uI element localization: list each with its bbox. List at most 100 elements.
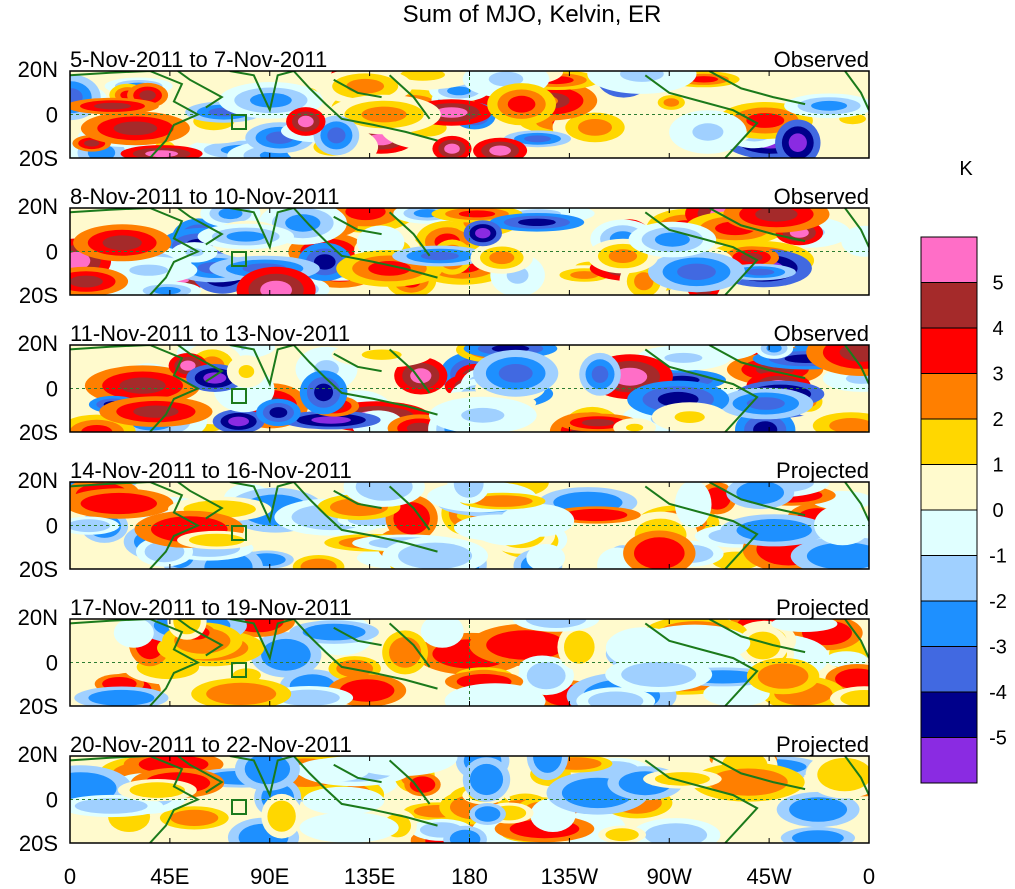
anomaly-blob <box>371 235 391 249</box>
anomaly-blob <box>449 829 481 843</box>
colorbar-swatch <box>920 646 978 693</box>
anomaly-blob <box>532 548 560 568</box>
anomaly-blob <box>537 803 569 827</box>
anomaly-blob <box>70 251 91 270</box>
anomaly-blob <box>475 228 491 239</box>
coastline <box>292 345 438 416</box>
lat-tick-label: 0 <box>46 377 58 402</box>
coastline <box>229 71 294 114</box>
anomaly-blob <box>498 364 533 383</box>
anomaly-field <box>70 71 869 158</box>
anomaly-blob <box>102 235 142 251</box>
lat-tick-label: 20N <box>18 194 58 219</box>
anomaly-blob <box>420 251 459 261</box>
coastline <box>292 208 438 279</box>
lat-tick-label: 20N <box>18 331 58 356</box>
panels: 5-Nov-2011 to 7-Nov-2011 Observed20N020S8… <box>18 47 870 856</box>
colorbar-tick-label: 0 <box>992 500 1003 522</box>
lat-tick-label: 20S <box>19 420 58 445</box>
coastlines <box>70 619 869 706</box>
anomaly-blob <box>753 421 778 432</box>
lat-tick-label: 20N <box>18 468 58 493</box>
lat-tick-label: 0 <box>46 651 58 676</box>
anomaly-blob <box>459 688 531 706</box>
colorbar-swatch <box>920 691 978 738</box>
anomaly-blob <box>792 830 844 843</box>
anomaly-blob <box>119 377 166 394</box>
anomaly-blob <box>133 405 179 418</box>
panel-date-range: 11-Nov-2011 to 13-Nov-2011 <box>70 321 350 346</box>
coastline <box>644 74 759 158</box>
anomaly-blob <box>300 558 337 569</box>
lon-tick-label: 135E <box>344 864 395 889</box>
anomaly-blob <box>605 828 639 842</box>
anomaly-blob <box>314 816 384 839</box>
map-panel: 14-Nov-2011 to 16-Nov-2011 Projected 20N 0 2… <box>18 458 870 582</box>
anomaly-blob <box>206 682 277 706</box>
anomaly-blob <box>840 690 869 706</box>
coastline <box>333 215 382 236</box>
anomaly-blob <box>817 757 869 792</box>
anomaly-blob <box>581 419 615 427</box>
anomaly-blob <box>277 689 340 706</box>
coastline <box>844 208 869 248</box>
coastline <box>708 71 806 106</box>
coastline <box>292 71 438 142</box>
colorbar-tick-label: 4 <box>992 318 1003 340</box>
anomaly-blob <box>578 119 612 136</box>
anomaly-blob <box>327 127 346 144</box>
coastline <box>844 482 869 522</box>
anomaly-blob <box>469 763 504 796</box>
coastline <box>388 348 431 394</box>
coastline <box>333 352 382 373</box>
lat-tick-label: 20N <box>18 742 58 767</box>
anomaly-blob <box>655 630 734 657</box>
colorbar-tick-label: -2 <box>989 591 1007 613</box>
coastline <box>644 211 759 295</box>
anomaly-blob <box>306 761 359 779</box>
anomaly-blob <box>74 798 148 814</box>
panel-kind: Observed <box>774 184 869 209</box>
anomaly-blob <box>355 482 413 501</box>
anomaly-blob <box>389 637 422 668</box>
anomaly-blob <box>314 383 334 402</box>
colorbar-tick-labels: 5 4 3 2 1 0 -1 -2 -3 -4 -5 <box>989 273 1007 750</box>
colorbar-tick-label: 5 <box>992 273 1003 295</box>
anomaly-blob <box>664 352 703 363</box>
lon-tick-label: 0 <box>64 864 76 889</box>
anomaly-blob <box>472 495 533 507</box>
coastlines <box>70 756 869 843</box>
map-panel: 11-Nov-2011 to 13-Nov-2011 Observed 20N 0 20… <box>18 321 870 445</box>
lon-tick-label: 0 <box>863 864 875 889</box>
panel-date-range: 5-Nov-2011 to 7-Nov-2011 <box>70 47 327 72</box>
coastline <box>708 619 806 654</box>
anomaly-blob <box>368 261 411 276</box>
panel-kind: Projected <box>776 732 869 757</box>
anomaly-blob <box>757 663 809 689</box>
colorbar-tick-label: -1 <box>989 546 1007 568</box>
colorbar-swatch <box>920 282 978 329</box>
coastline <box>70 482 201 569</box>
anomaly-blob <box>736 482 784 505</box>
anomaly-blob <box>588 691 644 706</box>
lat-tick-label: 0 <box>46 103 58 128</box>
anomaly-blob <box>736 519 812 542</box>
anomaly-blob <box>564 630 595 664</box>
coastline <box>644 622 759 706</box>
map-panel: 20-Nov-2011 to 22-Nov-2011 Projected 20N 0 2… <box>18 732 870 856</box>
anomaly-blob <box>170 809 219 827</box>
coastline <box>292 756 438 827</box>
lat-tick-label: 20S <box>19 146 58 171</box>
region-box <box>231 388 247 404</box>
coastline <box>229 482 294 525</box>
anomaly-blob <box>518 218 556 226</box>
lon-tick-label: 135W <box>541 864 599 889</box>
anomaly-blob <box>489 145 511 156</box>
coastline <box>844 71 869 111</box>
region-box <box>231 662 247 678</box>
colorbar-boxes <box>920 236 978 784</box>
panel-date-range: 17-Nov-2011 to 19-Nov-2011 <box>70 595 352 620</box>
anomaly-blob <box>507 95 536 113</box>
anomaly-blob <box>745 268 775 276</box>
